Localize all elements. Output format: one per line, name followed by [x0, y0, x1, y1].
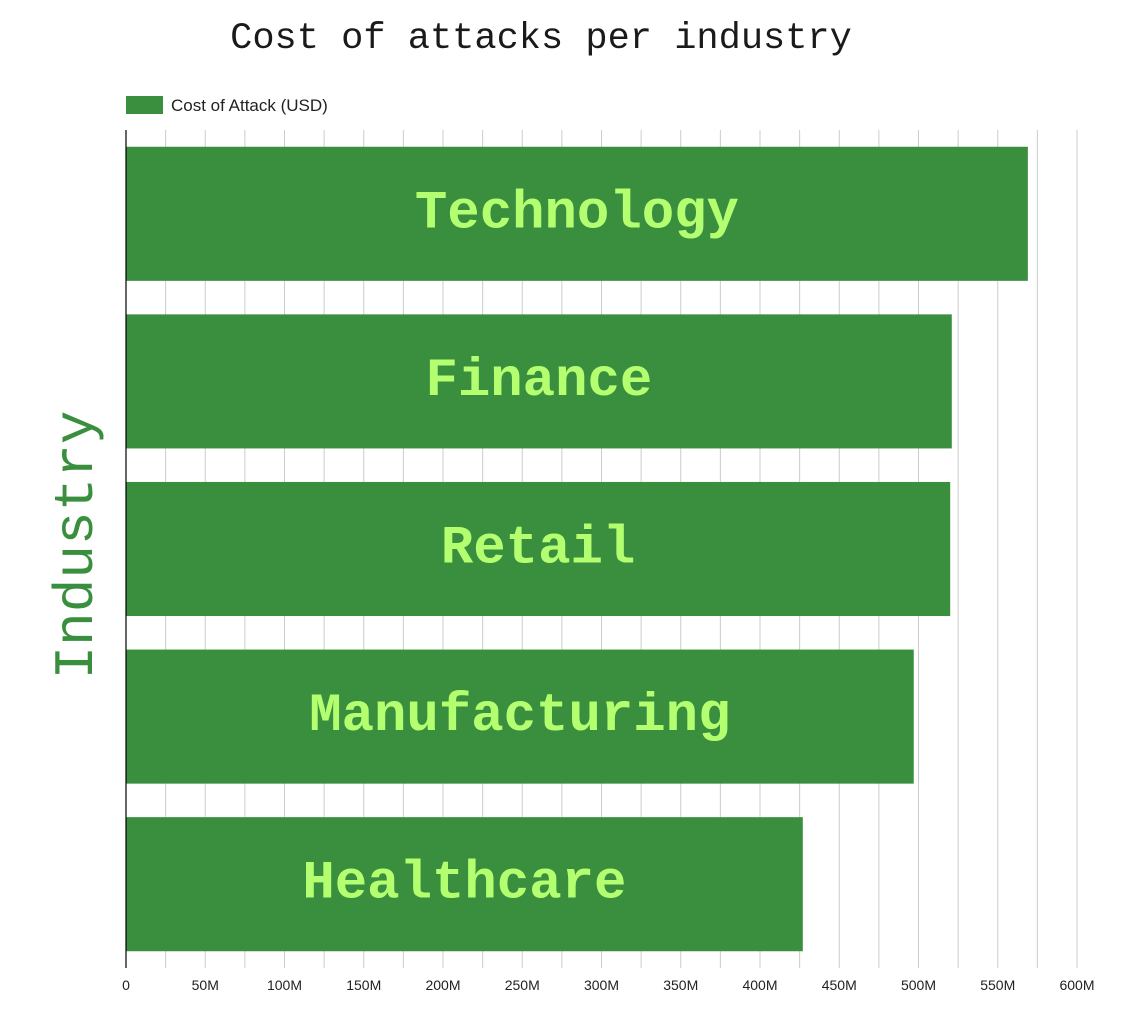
bar-label-technology: Technology: [415, 183, 739, 244]
bar-manufacturing[interactable]: [126, 649, 914, 784]
bar-retail[interactable]: [126, 481, 951, 617]
x-tick-label: 200M: [425, 977, 460, 993]
bar-label-retail: Retail: [441, 519, 635, 580]
x-tick-label: 500M: [901, 977, 936, 993]
x-axis-ticks: 0 50M 100M 150M 200M 250M 300M 350M 400M 450M 500M…: [122, 977, 1094, 993]
x-tick-label: 50M: [192, 977, 219, 993]
bar-finance[interactable]: [126, 314, 952, 449]
x-tick-label: 150M: [346, 977, 381, 993]
x-tick-label: 0: [122, 977, 130, 993]
x-tick-label: 550M: [980, 977, 1015, 993]
legend-label: Cost of Attack (USD): [171, 96, 328, 115]
chart-title: Cost of attacks per industry: [230, 18, 852, 60]
x-tick-label: 400M: [742, 977, 777, 993]
x-tick-label: 300M: [584, 977, 619, 993]
bar-technology[interactable]: [126, 146, 1028, 281]
bar-label-finance: Finance: [425, 351, 652, 412]
bar-label-healthcare: Healthcare: [302, 854, 626, 915]
x-tick-label: 450M: [822, 977, 857, 993]
x-tick-label: 350M: [663, 977, 698, 993]
legend-swatch: [126, 96, 163, 114]
x-tick-label: 100M: [267, 977, 302, 993]
bars: Technology Finance Retail Manufacturing Heal…: [126, 146, 1028, 952]
x-tick-label: 600M: [1059, 977, 1094, 993]
bar-healthcare[interactable]: [126, 817, 803, 952]
y-axis-label: Industry: [45, 411, 109, 680]
legend: Cost of Attack (USD): [126, 96, 328, 115]
bar-label-manufacturing: Manufacturing: [309, 686, 730, 747]
x-tick-label: 250M: [505, 977, 540, 993]
